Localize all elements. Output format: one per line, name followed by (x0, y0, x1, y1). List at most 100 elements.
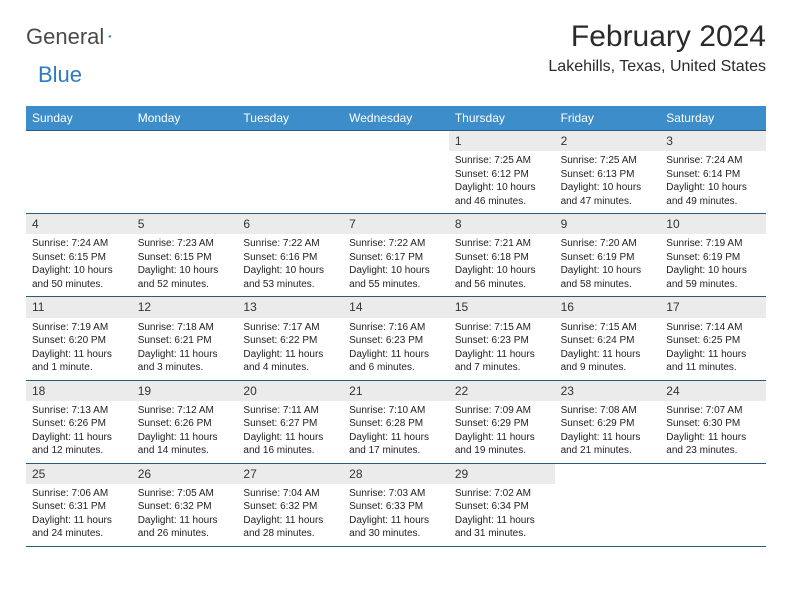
sunrise-line: Sunrise: 7:03 AM (349, 487, 443, 501)
day-number: 9 (555, 214, 661, 234)
day-cell: 12Sunrise: 7:18 AMSunset: 6:21 PMDayligh… (132, 297, 238, 379)
weekday-wed: Wednesday (343, 106, 449, 130)
day-number: 29 (449, 464, 555, 484)
daylight-line-1: Daylight: 10 hours (349, 264, 443, 278)
day-number: 12 (132, 297, 238, 317)
sunrise-line: Sunrise: 7:22 AM (349, 237, 443, 251)
day-details: Sunrise: 7:13 AMSunset: 6:26 PMDaylight:… (26, 401, 132, 463)
sunset-line: Sunset: 6:29 PM (455, 417, 549, 431)
day-number: 11 (26, 297, 132, 317)
sunrise-line: Sunrise: 7:23 AM (138, 237, 232, 251)
sunset-line: Sunset: 6:27 PM (243, 417, 337, 431)
sunrise-line: Sunrise: 7:19 AM (666, 237, 760, 251)
sunrise-line: Sunrise: 7:25 AM (455, 154, 549, 168)
sunrise-line: Sunrise: 7:24 AM (666, 154, 760, 168)
daylight-line-2: and 24 minutes. (32, 527, 126, 541)
sunrise-line: Sunrise: 7:16 AM (349, 321, 443, 335)
daylight-line-2: and 16 minutes. (243, 444, 337, 458)
location-subtitle: Lakehills, Texas, United States (548, 58, 766, 76)
sunset-line: Sunset: 6:15 PM (138, 251, 232, 265)
daylight-line-2: and 56 minutes. (455, 278, 549, 292)
day-details: Sunrise: 7:25 AMSunset: 6:12 PMDaylight:… (449, 151, 555, 213)
sunrise-line: Sunrise: 7:10 AM (349, 404, 443, 418)
day-number: 26 (132, 464, 238, 484)
daylight-line-2: and 31 minutes. (455, 527, 549, 541)
sunset-line: Sunset: 6:25 PM (666, 334, 760, 348)
day-number: 28 (343, 464, 449, 484)
day-details: Sunrise: 7:23 AMSunset: 6:15 PMDaylight:… (132, 234, 238, 296)
sunrise-line: Sunrise: 7:24 AM (32, 237, 126, 251)
daylight-line-1: Daylight: 10 hours (32, 264, 126, 278)
empty-cell (660, 464, 766, 546)
day-details: Sunrise: 7:24 AMSunset: 6:14 PMDaylight:… (660, 151, 766, 213)
daylight-line-1: Daylight: 11 hours (455, 431, 549, 445)
calendar-body: 1Sunrise: 7:25 AMSunset: 6:12 PMDaylight… (26, 131, 766, 547)
day-number: 24 (660, 381, 766, 401)
day-number: 8 (449, 214, 555, 234)
day-cell: 11Sunrise: 7:19 AMSunset: 6:20 PMDayligh… (26, 297, 132, 379)
day-cell: 17Sunrise: 7:14 AMSunset: 6:25 PMDayligh… (660, 297, 766, 379)
day-number: 27 (237, 464, 343, 484)
day-details: Sunrise: 7:04 AMSunset: 6:32 PMDaylight:… (237, 484, 343, 546)
sunset-line: Sunset: 6:30 PM (666, 417, 760, 431)
sunset-line: Sunset: 6:32 PM (243, 500, 337, 514)
sunset-line: Sunset: 6:34 PM (455, 500, 549, 514)
daylight-line-1: Daylight: 10 hours (561, 264, 655, 278)
daylight-line-2: and 9 minutes. (561, 361, 655, 375)
day-number: 23 (555, 381, 661, 401)
daylight-line-1: Daylight: 11 hours (32, 431, 126, 445)
sunset-line: Sunset: 6:23 PM (455, 334, 549, 348)
day-cell: 18Sunrise: 7:13 AMSunset: 6:26 PMDayligh… (26, 381, 132, 463)
day-cell: 16Sunrise: 7:15 AMSunset: 6:24 PMDayligh… (555, 297, 661, 379)
sunrise-line: Sunrise: 7:21 AM (455, 237, 549, 251)
day-details: Sunrise: 7:21 AMSunset: 6:18 PMDaylight:… (449, 234, 555, 296)
sunset-line: Sunset: 6:16 PM (243, 251, 337, 265)
sunset-line: Sunset: 6:17 PM (349, 251, 443, 265)
daylight-line-2: and 11 minutes. (666, 361, 760, 375)
daylight-line-2: and 19 minutes. (455, 444, 549, 458)
week-row: 1Sunrise: 7:25 AMSunset: 6:12 PMDaylight… (26, 131, 766, 214)
day-cell: 28Sunrise: 7:03 AMSunset: 6:33 PMDayligh… (343, 464, 449, 546)
day-details: Sunrise: 7:05 AMSunset: 6:32 PMDaylight:… (132, 484, 238, 546)
daylight-line-2: and 23 minutes. (666, 444, 760, 458)
day-cell: 8Sunrise: 7:21 AMSunset: 6:18 PMDaylight… (449, 214, 555, 296)
sunrise-line: Sunrise: 7:08 AM (561, 404, 655, 418)
sunset-line: Sunset: 6:22 PM (243, 334, 337, 348)
day-cell: 26Sunrise: 7:05 AMSunset: 6:32 PMDayligh… (132, 464, 238, 546)
day-cell: 3Sunrise: 7:24 AMSunset: 6:14 PMDaylight… (660, 131, 766, 213)
daylight-line-1: Daylight: 11 hours (32, 348, 126, 362)
daylight-line-2: and 26 minutes. (138, 527, 232, 541)
daylight-line-1: Daylight: 11 hours (243, 514, 337, 528)
sunrise-line: Sunrise: 7:15 AM (561, 321, 655, 335)
day-cell: 6Sunrise: 7:22 AMSunset: 6:16 PMDaylight… (237, 214, 343, 296)
day-cell: 5Sunrise: 7:23 AMSunset: 6:15 PMDaylight… (132, 214, 238, 296)
sunrise-line: Sunrise: 7:14 AM (666, 321, 760, 335)
empty-cell (555, 464, 661, 546)
sunrise-line: Sunrise: 7:07 AM (666, 404, 760, 418)
day-cell: 22Sunrise: 7:09 AMSunset: 6:29 PMDayligh… (449, 381, 555, 463)
sunrise-line: Sunrise: 7:12 AM (138, 404, 232, 418)
daylight-line-1: Daylight: 11 hours (349, 348, 443, 362)
daylight-line-1: Daylight: 11 hours (243, 348, 337, 362)
day-details: Sunrise: 7:07 AMSunset: 6:30 PMDaylight:… (660, 401, 766, 463)
daylight-line-2: and 12 minutes. (32, 444, 126, 458)
sunset-line: Sunset: 6:26 PM (32, 417, 126, 431)
sunset-line: Sunset: 6:23 PM (349, 334, 443, 348)
daylight-line-1: Daylight: 10 hours (455, 264, 549, 278)
empty-cell (237, 131, 343, 213)
daylight-line-2: and 1 minute. (32, 361, 126, 375)
day-cell: 15Sunrise: 7:15 AMSunset: 6:23 PMDayligh… (449, 297, 555, 379)
day-details: Sunrise: 7:15 AMSunset: 6:23 PMDaylight:… (449, 318, 555, 380)
day-number: 4 (26, 214, 132, 234)
daylight-line-1: Daylight: 11 hours (561, 431, 655, 445)
sunrise-line: Sunrise: 7:17 AM (243, 321, 337, 335)
sunrise-line: Sunrise: 7:25 AM (561, 154, 655, 168)
sunset-line: Sunset: 6:32 PM (138, 500, 232, 514)
sunrise-line: Sunrise: 7:13 AM (32, 404, 126, 418)
sunrise-line: Sunrise: 7:11 AM (243, 404, 337, 418)
daylight-line-1: Daylight: 11 hours (349, 431, 443, 445)
day-details: Sunrise: 7:22 AMSunset: 6:17 PMDaylight:… (343, 234, 449, 296)
day-details: Sunrise: 7:19 AMSunset: 6:20 PMDaylight:… (26, 318, 132, 380)
daylight-line-1: Daylight: 10 hours (666, 181, 760, 195)
day-cell: 25Sunrise: 7:06 AMSunset: 6:31 PMDayligh… (26, 464, 132, 546)
